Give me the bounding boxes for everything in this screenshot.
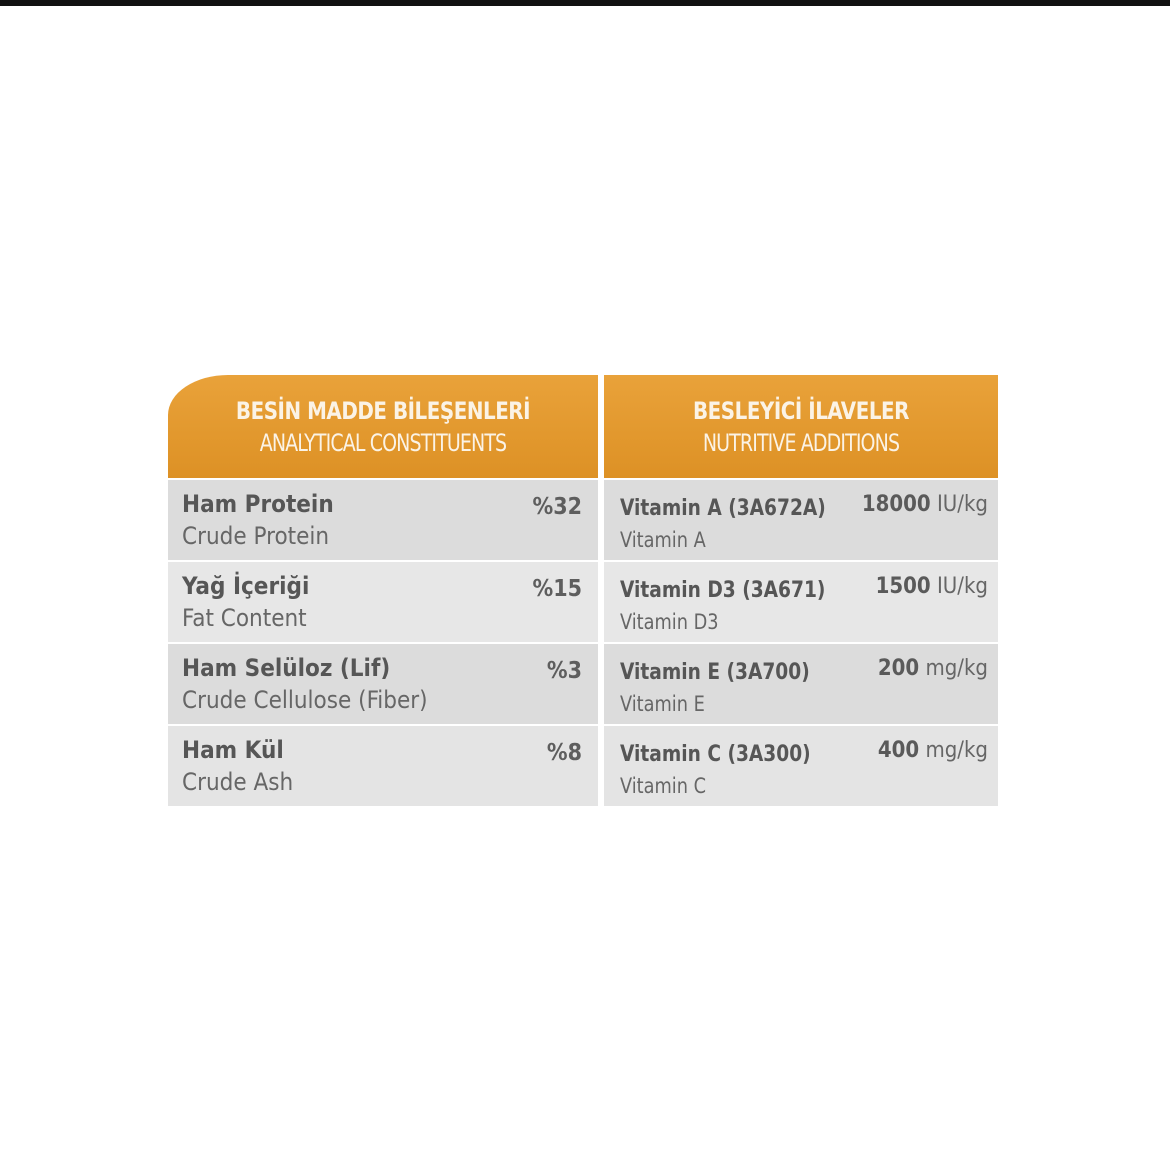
row-name-tr: Ham Selüloz (Lif) — [182, 654, 391, 682]
table-row: Ham Protein Crude Protein %32 — [168, 480, 598, 560]
table-header: BESLEYİCİ İLAVELER NUTRITIVE ADDITIONS — [604, 375, 998, 478]
row-name-en: Vitamin E — [620, 692, 705, 716]
table-row: Vitamin E (3A700) Vitamin E 200 mg/kg — [604, 644, 998, 724]
amount-value: 400 — [877, 738, 920, 763]
row-name-en: Vitamin C — [620, 774, 707, 798]
amount-value: 18000 — [861, 492, 931, 517]
header-title-en: NUTRITIVE ADDITIONS — [702, 428, 900, 457]
header-title-tr: BESLEYİCİ İLAVELER — [692, 396, 909, 425]
row-name-tr: Yağ İçeriği — [182, 572, 310, 600]
amount-value: 200 — [877, 656, 920, 681]
analytical-constituents-table: BESİN MADDE BİLEŞENLERİ ANALYTICAL CONST… — [168, 375, 598, 806]
header-title-en: ANALYTICAL CONSTITUENTS — [259, 428, 507, 457]
row-name-en: Fat Content — [182, 604, 307, 632]
table-row: Ham Selüloz (Lif) Crude Cellulose (Fiber… — [168, 644, 598, 724]
row-name-tr: Vitamin C (3A300) — [620, 742, 811, 767]
amount-unit: IU/kg — [936, 492, 988, 517]
row-amount: 400 mg/kg — [878, 738, 988, 763]
table-row: Ham Kül Crude Ash %8 — [168, 726, 598, 806]
row-name-tr: Vitamin D3 (3A671) — [620, 578, 826, 603]
table-row: Vitamin C (3A300) Vitamin C 400 mg/kg — [604, 726, 998, 806]
amount-unit: mg/kg — [925, 738, 988, 763]
row-value: %32 — [532, 494, 582, 520]
amount-value: 1500 — [875, 574, 931, 599]
row-name-tr: Vitamin E (3A700) — [620, 660, 810, 685]
row-amount: 18000 IU/kg — [862, 492, 988, 517]
row-name-tr: Ham Protein — [182, 490, 334, 518]
table-header: BESİN MADDE BİLEŞENLERİ ANALYTICAL CONST… — [168, 375, 598, 478]
table-row: Yağ İçeriği Fat Content %15 — [168, 562, 598, 642]
nutritive-additions-table: BESLEYİCİ İLAVELER NUTRITIVE ADDITIONS V… — [604, 375, 998, 806]
row-value: %3 — [546, 658, 582, 684]
row-value: %15 — [532, 576, 582, 602]
row-name-tr: Ham Kül — [182, 736, 284, 764]
row-name-en: Crude Cellulose (Fiber) — [182, 686, 428, 714]
row-amount: 200 mg/kg — [878, 656, 988, 681]
table-row: Vitamin D3 (3A671) Vitamin D3 1500 IU/kg — [604, 562, 998, 642]
row-amount: 1500 IU/kg — [876, 574, 988, 599]
row-name-en: Vitamin A — [620, 528, 706, 552]
row-name-en: Crude Protein — [182, 522, 330, 550]
amount-unit: IU/kg — [936, 574, 988, 599]
row-value: %8 — [546, 740, 582, 766]
header-title-tr: BESİN MADDE BİLEŞENLERİ — [235, 396, 531, 425]
table-row: Vitamin A (3A672A) Vitamin A 18000 IU/kg — [604, 480, 998, 560]
amount-unit: mg/kg — [925, 656, 988, 681]
top-bar — [0, 0, 1170, 6]
row-name-tr: Vitamin A (3A672A) — [620, 496, 826, 521]
row-name-en: Crude Ash — [182, 768, 294, 796]
row-name-en: Vitamin D3 — [620, 610, 719, 634]
